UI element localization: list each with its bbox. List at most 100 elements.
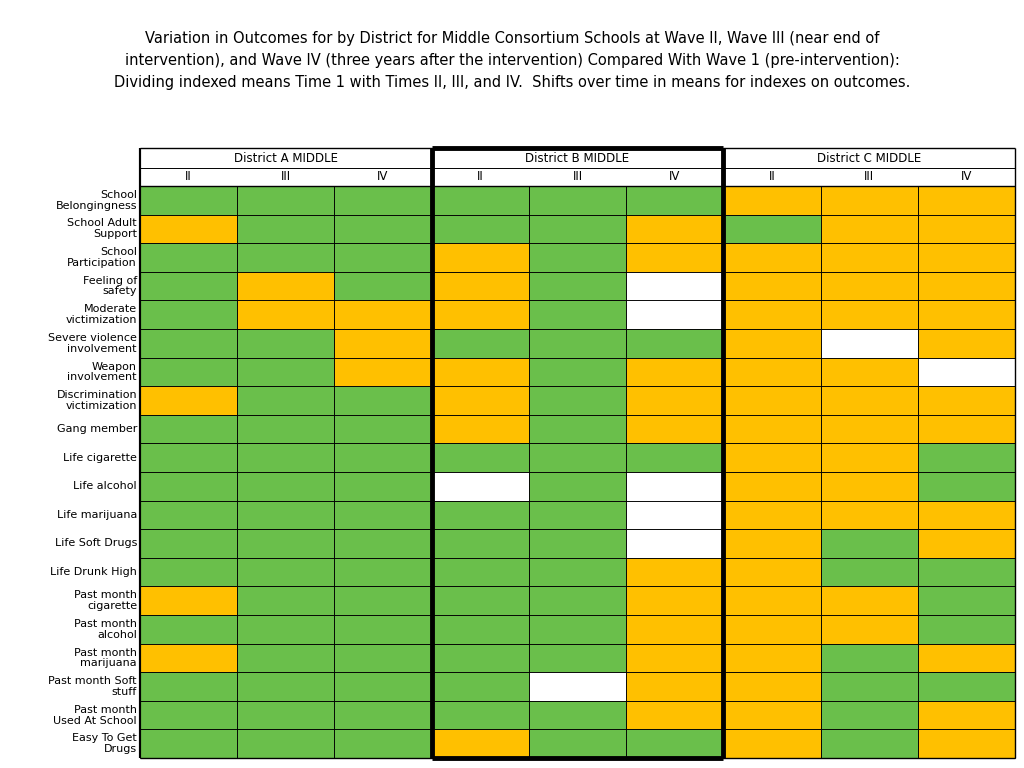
Bar bbox=[723, 386, 820, 415]
Bar bbox=[140, 243, 238, 272]
Bar bbox=[918, 587, 1015, 615]
Bar bbox=[820, 243, 918, 272]
Bar bbox=[432, 415, 528, 443]
Text: District A MIDDLE: District A MIDDLE bbox=[233, 151, 338, 164]
Bar bbox=[918, 168, 1015, 186]
Bar bbox=[335, 443, 432, 472]
Bar bbox=[432, 501, 528, 529]
Bar bbox=[528, 644, 626, 672]
Bar bbox=[723, 272, 820, 300]
Bar bbox=[626, 386, 723, 415]
Bar bbox=[238, 272, 335, 300]
Text: Past month
cigarette: Past month cigarette bbox=[74, 591, 137, 611]
Text: School
Belongingness: School Belongingness bbox=[55, 190, 137, 210]
Bar bbox=[335, 415, 432, 443]
Bar bbox=[723, 730, 820, 758]
Bar bbox=[238, 168, 335, 186]
Bar bbox=[432, 300, 528, 329]
Bar bbox=[238, 243, 335, 272]
Bar bbox=[335, 386, 432, 415]
Bar bbox=[528, 168, 626, 186]
Bar bbox=[335, 730, 432, 758]
Bar bbox=[820, 587, 918, 615]
Bar bbox=[723, 148, 1015, 168]
Bar bbox=[723, 529, 820, 558]
Bar bbox=[335, 300, 432, 329]
Bar bbox=[335, 615, 432, 644]
Bar bbox=[140, 587, 238, 615]
Bar bbox=[140, 730, 238, 758]
Bar bbox=[820, 472, 918, 501]
Bar bbox=[626, 587, 723, 615]
Bar bbox=[918, 214, 1015, 243]
Bar bbox=[626, 730, 723, 758]
Bar bbox=[140, 186, 238, 214]
Bar bbox=[626, 214, 723, 243]
Bar bbox=[723, 644, 820, 672]
Text: Discrimination
victimization: Discrimination victimization bbox=[56, 390, 137, 411]
Bar bbox=[528, 730, 626, 758]
Bar bbox=[723, 186, 820, 214]
Bar bbox=[238, 358, 335, 386]
Text: Moderate
victimization: Moderate victimization bbox=[66, 304, 137, 325]
Bar bbox=[140, 358, 238, 386]
Bar bbox=[918, 472, 1015, 501]
Bar bbox=[528, 558, 626, 587]
Bar bbox=[432, 730, 528, 758]
Bar bbox=[820, 186, 918, 214]
Bar bbox=[626, 243, 723, 272]
Bar bbox=[238, 587, 335, 615]
Bar bbox=[140, 443, 238, 472]
Bar bbox=[723, 472, 820, 501]
Bar bbox=[820, 300, 918, 329]
Bar bbox=[432, 186, 528, 214]
Bar bbox=[918, 558, 1015, 587]
Bar bbox=[820, 168, 918, 186]
Bar bbox=[820, 443, 918, 472]
Bar bbox=[626, 300, 723, 329]
Bar bbox=[723, 300, 820, 329]
Bar bbox=[335, 644, 432, 672]
Bar bbox=[528, 358, 626, 386]
Bar bbox=[820, 529, 918, 558]
Bar bbox=[140, 168, 238, 186]
Bar bbox=[918, 672, 1015, 701]
Bar bbox=[723, 329, 820, 358]
Text: Gang member: Gang member bbox=[56, 424, 137, 434]
Text: II: II bbox=[185, 170, 191, 184]
Bar bbox=[723, 415, 820, 443]
Bar bbox=[918, 329, 1015, 358]
Bar bbox=[238, 443, 335, 472]
Bar bbox=[335, 186, 432, 214]
Bar bbox=[918, 730, 1015, 758]
Bar bbox=[528, 615, 626, 644]
Bar bbox=[335, 272, 432, 300]
Bar bbox=[238, 472, 335, 501]
Text: III: III bbox=[281, 170, 291, 184]
Bar bbox=[432, 329, 528, 358]
Bar bbox=[432, 243, 528, 272]
Bar bbox=[626, 672, 723, 701]
Bar bbox=[820, 358, 918, 386]
Bar bbox=[626, 529, 723, 558]
Bar bbox=[820, 558, 918, 587]
Text: School Adult
Support: School Adult Support bbox=[68, 219, 137, 240]
Bar bbox=[528, 186, 626, 214]
Bar bbox=[335, 672, 432, 701]
Text: School
Participation: School Participation bbox=[68, 247, 137, 268]
Bar bbox=[528, 501, 626, 529]
Bar bbox=[820, 415, 918, 443]
Bar bbox=[626, 558, 723, 587]
Bar bbox=[238, 672, 335, 701]
Bar bbox=[723, 214, 820, 243]
Bar bbox=[432, 672, 528, 701]
Bar bbox=[626, 329, 723, 358]
Text: Life cigarette: Life cigarette bbox=[63, 452, 137, 462]
Bar bbox=[140, 672, 238, 701]
Bar bbox=[140, 386, 238, 415]
Bar bbox=[918, 443, 1015, 472]
Bar bbox=[335, 243, 432, 272]
Text: Weapon
involvement: Weapon involvement bbox=[68, 362, 137, 382]
Bar bbox=[626, 644, 723, 672]
Bar bbox=[528, 300, 626, 329]
